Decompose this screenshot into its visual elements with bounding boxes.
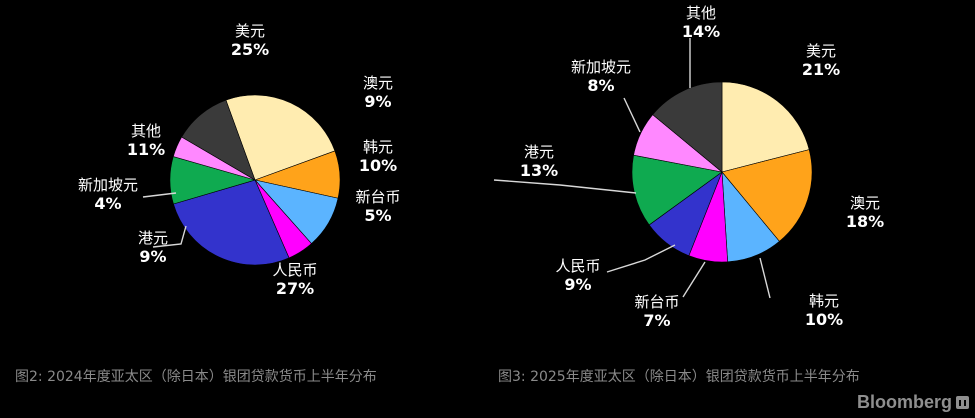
slice-label-2-2: 澳元 xyxy=(850,194,880,212)
pie-slice-2-6 xyxy=(631,154,723,226)
slice-label-2-5: 人民币 xyxy=(555,257,600,275)
bloomberg-chart-icon xyxy=(956,396,969,409)
slice-value-2-3: 10% xyxy=(805,310,843,329)
slice-label-2-3: 韩元 xyxy=(809,292,839,310)
bloomberg-logo: Bloomberg xyxy=(857,392,969,413)
slice-value-2-4: 7% xyxy=(643,311,670,330)
slice-label-1-6: 港元 xyxy=(138,229,168,247)
leader-line-1-7 xyxy=(142,192,177,198)
slice-label-1-8: 其他 xyxy=(131,122,161,140)
slice-label-1-7: 新加坡元 xyxy=(78,176,138,194)
slice-label-1-1: 美元 xyxy=(235,22,265,40)
leader-line-1-6 xyxy=(152,225,187,248)
slice-label-2-1: 美元 xyxy=(806,42,836,60)
pie-slice-1-5 xyxy=(173,179,290,266)
leader-line-2-7 xyxy=(623,97,641,133)
pie-slice-2-8 xyxy=(652,81,723,173)
chart-2025-caption: 图3: 2025年度亚太区（除日本）银团贷款货币上半年分布 xyxy=(498,369,860,385)
slice-value-1-6: 9% xyxy=(139,247,166,266)
slice-label-1-3: 韩元 xyxy=(363,138,393,156)
slice-value-2-6: 13% xyxy=(520,161,558,180)
slice-label-2-4: 新台币 xyxy=(634,293,679,311)
leader-line-2-5 xyxy=(606,244,676,273)
slice-label-1-4: 新台币 xyxy=(355,188,400,206)
slice-label-1-2: 澳元 xyxy=(363,74,393,92)
slice-label-2-8: 其他 xyxy=(686,4,716,22)
slice-value-2-1: 21% xyxy=(802,60,840,79)
slice-label-1-5: 人民币 xyxy=(272,261,317,279)
slice-value-1-1: 25% xyxy=(231,40,269,59)
pie-slice-1-8 xyxy=(181,99,256,181)
leader-line-2-3 xyxy=(759,257,771,299)
leader-line-2-6 xyxy=(493,179,637,194)
slice-value-1-4: 5% xyxy=(364,206,391,225)
pie-slice-1-1 xyxy=(225,94,336,181)
slice-value-2-2: 18% xyxy=(846,212,884,231)
slice-value-2-5: 9% xyxy=(564,275,591,294)
slice-value-1-3: 10% xyxy=(359,156,397,175)
pie-slice-2-1 xyxy=(721,81,810,173)
pie-slice-2-2 xyxy=(721,149,813,242)
slice-value-1-5: 27% xyxy=(276,279,314,298)
slice-value-1-7: 4% xyxy=(94,194,121,213)
slice-value-1-2: 9% xyxy=(364,92,391,111)
slice-label-2-6: 港元 xyxy=(524,143,554,161)
slice-value-2-7: 8% xyxy=(587,76,614,95)
chart-2024-caption: 图2: 2024年度亚太区（除日本）银团贷款货币上半年分布 xyxy=(15,369,377,385)
brand-name: Bloomberg xyxy=(856,392,952,412)
slice-value-2-8: 14% xyxy=(682,22,720,41)
slice-label-2-7: 新加坡元 xyxy=(571,58,631,76)
leader-line-2-4 xyxy=(682,261,706,298)
slice-value-1-8: 11% xyxy=(127,140,165,159)
